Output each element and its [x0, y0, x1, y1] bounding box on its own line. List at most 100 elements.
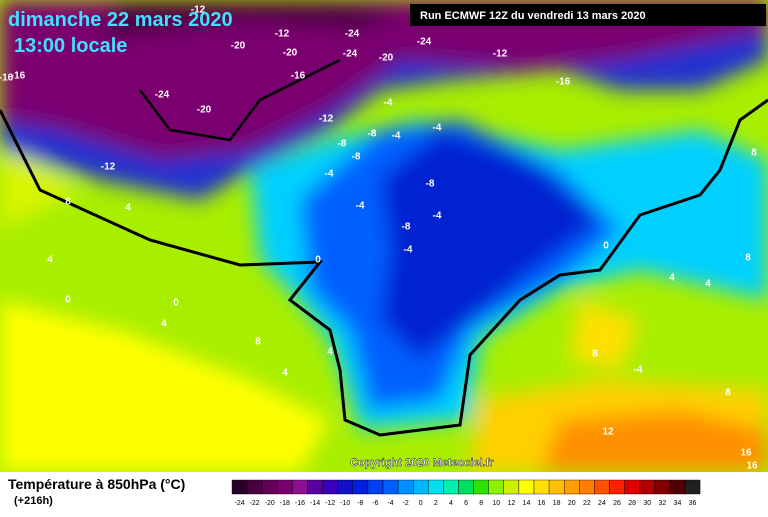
- contour-label: -8: [368, 129, 377, 140]
- contour-label: 16: [746, 461, 758, 472]
- legend-swatch: [322, 479, 338, 495]
- contour-label: 8: [725, 388, 731, 399]
- legend-swatch: [684, 479, 701, 495]
- legend-swatch: [337, 479, 354, 495]
- legend-title: Température à 850hPa (°C): [8, 476, 185, 492]
- contour-label: 4: [327, 347, 333, 358]
- color-legend: -24 -22 -20 -18 -16 -14 -12 -10 -8 -6 -4 -2 0 2 4 6 8 10 1…: [231, 479, 701, 507]
- run-info: Run ECMWF 12Z du vendredi 13 mars 2020: [420, 10, 646, 22]
- legend-swatch: [473, 479, 489, 495]
- legend-tick-label: 28: [628, 500, 636, 507]
- legend-swatch: [594, 479, 610, 495]
- contour-label: 8: [745, 253, 751, 264]
- contour-label: -16: [0, 73, 14, 84]
- legend-tick-label: 0: [419, 500, 423, 507]
- legend-swatch: [262, 479, 278, 495]
- legend-tick-label: -12: [325, 500, 335, 507]
- copyright: Copyright 2020 Meteociel.fr: [350, 457, 494, 469]
- contour-label: 0: [173, 298, 179, 309]
- contour-label: 8: [751, 148, 757, 159]
- legend-tick-label: 16: [538, 500, 546, 507]
- legend-swatch: [533, 479, 550, 495]
- legend-swatch: [579, 479, 595, 495]
- contour-label: 4: [705, 279, 711, 290]
- contour-label: 0: [315, 255, 321, 266]
- contour-label: -12: [101, 162, 116, 173]
- contour-label: -12: [319, 114, 334, 125]
- contour-label: -8: [402, 222, 411, 233]
- legend-tick-label: -18: [280, 500, 290, 507]
- contour-label: -20: [197, 105, 212, 116]
- contour-label: -24: [155, 90, 170, 101]
- contour-label: -16: [556, 77, 571, 88]
- legend-swatch: [246, 479, 263, 495]
- contour-label: -4: [384, 98, 393, 109]
- legend-tick-label: 10: [492, 500, 500, 507]
- legend-tick-label: -22: [250, 500, 260, 507]
- legend-tick-label: 12: [507, 500, 515, 507]
- contour-label: -16: [11, 71, 26, 82]
- contour-label: 8: [592, 349, 598, 360]
- legend-swatch: [428, 479, 444, 495]
- legend-swatch: [488, 479, 505, 495]
- legend-tick-label: 6: [464, 500, 468, 507]
- contour-label: -12: [191, 5, 206, 16]
- legend-tick-label: 4: [449, 500, 453, 507]
- contour-label: 4: [669, 273, 675, 284]
- contour-label: 0: [65, 295, 71, 306]
- date-title: dimanche 22 mars 2020: [8, 9, 233, 31]
- legend-tick-label: 36: [689, 500, 697, 507]
- run-box: [410, 4, 766, 26]
- legend-tick-label: 24: [598, 500, 606, 507]
- legend-swatch: [443, 479, 459, 495]
- temperature-field: [0, 0, 768, 472]
- contour-label: -4: [325, 169, 334, 180]
- contour-label: -24: [343, 49, 358, 60]
- legend-tick-label: 32: [658, 500, 666, 507]
- legend-tick-label: 18: [553, 500, 561, 507]
- legend-swatch: [367, 479, 384, 495]
- contour-label: 4: [161, 319, 167, 330]
- contour-label: -20: [379, 53, 394, 64]
- contour-labels: -12-20-12-20-24-24 -20-24-12-16 -16-16-24-…: [0, 5, 758, 472]
- contour-label: -24: [417, 37, 432, 48]
- legend-swatch: [518, 479, 535, 495]
- contour-label: -12: [493, 49, 508, 60]
- legend-swatch: [654, 479, 671, 495]
- contour-label: -4: [433, 123, 442, 134]
- contour-label: -4: [392, 131, 401, 142]
- legend-tick-label: -24: [234, 500, 244, 507]
- contour-label: 4: [125, 203, 131, 214]
- legend-swatch: [231, 479, 248, 495]
- legend-tick-label: 14: [523, 500, 531, 507]
- legend-swatch: [458, 479, 474, 495]
- legend-swatch: [397, 479, 414, 495]
- legend-swatch: [352, 479, 369, 495]
- contour-label: -24: [345, 29, 360, 40]
- legend-tick-label: -4: [387, 500, 393, 507]
- legend-tick-label: -6: [372, 500, 378, 507]
- legend-swatch: [277, 479, 293, 495]
- contour-label: -20: [231, 41, 246, 52]
- contour-label: 8: [255, 337, 261, 348]
- legend-tick-label: -14: [310, 500, 320, 507]
- contour-label: -12: [275, 29, 290, 40]
- legend-tick-label: -16: [295, 500, 305, 507]
- contour-label: 8: [65, 197, 71, 208]
- legend-swatch: [548, 479, 565, 495]
- legend-swatch: [307, 479, 323, 495]
- legend-swatch: [564, 479, 580, 495]
- contour-label: -4: [433, 211, 442, 222]
- contour-label: -20: [283, 48, 298, 59]
- contour-label: -8: [338, 139, 347, 150]
- contour-label: 12: [602, 427, 614, 438]
- legend-tick-label: -20: [265, 500, 275, 507]
- legend-tick-label: 30: [643, 500, 651, 507]
- time-title: 13:00 locale: [14, 35, 127, 57]
- legend-tick-label: 8: [479, 500, 483, 507]
- legend-swatch: [503, 479, 520, 495]
- contour-label: 4: [282, 368, 288, 379]
- contour-label: 4: [47, 255, 53, 266]
- contour-label: -4: [356, 201, 365, 212]
